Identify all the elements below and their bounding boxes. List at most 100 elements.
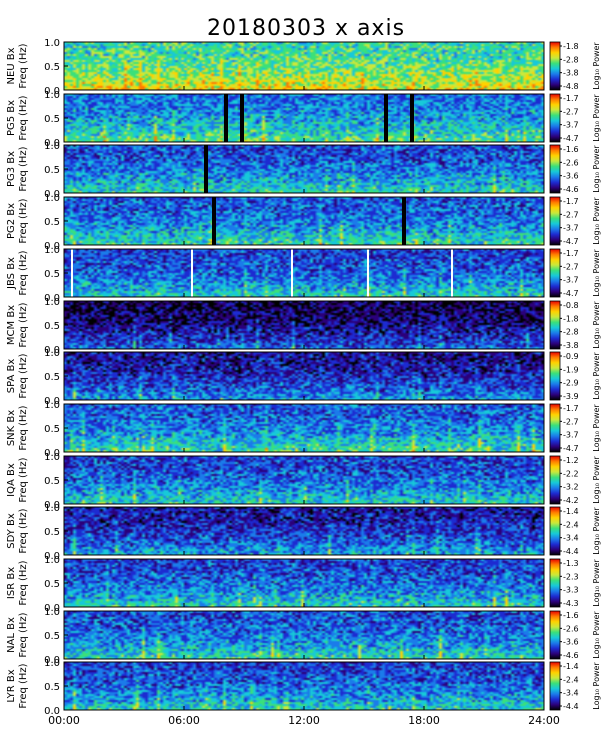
colorbar-tick-label: -3.7 [563,121,579,130]
colorbar [549,506,561,556]
y-tick-label: 0.5 [44,424,60,435]
data-gap-marker [212,197,216,245]
y-tick-label: 0.0 [44,396,60,407]
colorbar [549,403,561,453]
colorbar-tick-label: -2.7 [563,210,579,219]
colorbar [549,300,561,350]
panel-snk: 0.0 0.5 1.0 SNK Bx Freq (Hz) -1.7 -2.7 -3.7 -4.7… [6,400,601,459]
panel-ylabel-freq: Freq (Hz) [18,560,29,605]
panel-isr: 0.0 0.5 1.0 ISR Bx Freq (Hz) -1.3 -2.3 -3.3 -4.3… [6,555,601,614]
y-tick-label: 1.0 [44,555,60,566]
data-gap-marker [384,94,388,142]
panel-ylabel: JBS Bx [6,257,17,290]
colorbar-tick-label: -2.8 [563,55,579,64]
spectrogram-image [64,404,544,452]
y-tick-label: 1.0 [44,297,60,308]
x-tick-label: 00:00 [48,714,80,727]
y-tick-label: 0.5 [44,527,60,538]
colorbar-tick-label: -1.7 [563,404,579,413]
colorbar-tick-label: -1.7 [563,249,579,258]
y-tick-label: 0.0 [44,706,60,717]
colorbar-tick-label: -4.2 [563,496,579,505]
panel-ylabel: PG3 Bx [6,151,17,187]
y-tick-label: 1.0 [44,607,60,618]
colorbar-tick-label: -4.6 [563,651,579,660]
spectrogram-image [64,94,544,142]
colorbar-tick-label: -3.6 [563,638,579,647]
colorbar [549,558,561,608]
panel-ylabel-freq: Freq (Hz) [18,663,29,708]
colorbar-tick-label: -3.2 [563,483,579,492]
y-tick-label: 0.0 [44,138,60,149]
y-tick-label: 1.0 [44,400,60,411]
colorbar-tick-label: -2.4 [563,675,579,684]
spectrogram-image [64,249,544,297]
colorbar-tick-label: -2.7 [563,417,579,426]
colorbar-tick-label: -3.8 [563,341,579,350]
y-tick-label: 0.5 [44,217,60,228]
colorbar-tick-label: -1.3 [563,559,579,568]
colorbar [549,455,561,505]
y-tick-label: 0.0 [44,551,60,562]
colorbar-tick-label: -2.9 [563,379,579,388]
colorbar-tick-label: -3.7 [563,224,579,233]
panel-sdy: 0.0 0.5 1.0 SDY Bx Freq (Hz) -1.4 -2.4 -3.4 -4.4… [6,503,601,562]
colorbar-tick-label: -2.7 [563,262,579,271]
panel-ylabel: ISR Bx [6,567,17,599]
x-tick-label: 18:00 [408,714,440,727]
white-marker [71,249,73,297]
panel-mcm: 0.0 0.5 1.0 MCM Bx Freq (Hz) -0.8 -1.8 -2.8 -3.8… [6,297,601,356]
panel-ylabel-freq: Freq (Hz) [18,146,29,191]
x-tick-label: 06:00 [168,714,200,727]
y-tick-label: 0.5 [44,62,60,73]
panel-ylabel: LYR Bx [6,669,17,702]
y-tick-label: 0.0 [44,293,60,304]
data-gap-marker [240,94,244,142]
colorbar-tick-label: -0.8 [563,301,579,310]
panel-ylabel: PG2 Bx [6,203,17,239]
panel-ylabel-freq: Freq (Hz) [18,43,29,88]
panel-nal: 0.0 0.5 1.0 NAL Bx Freq (Hz) -1.6 -2.6 -3.6 -4.6… [6,607,601,666]
spectrogram-image [64,456,544,504]
spectrogram-image [64,559,544,607]
colorbar [549,196,561,246]
colorbar-label: Log₁₀ Power [592,662,601,710]
colorbar [549,144,561,194]
spectrogram-image [64,507,544,555]
colorbar-label: Log₁₀ Power [592,301,601,349]
colorbar [549,248,561,298]
panel-ylabel-freq: Freq (Hz) [18,198,29,243]
panel-jbs: 0.0 0.5 1.0 JBS Bx Freq (Hz) -1.7 -2.7 -3.7 -4.7… [6,245,601,304]
colorbar-tick-label: -4.7 [563,237,579,246]
panel-ylabel: IQA Bx [6,463,17,497]
colorbar-tick-label: -2.3 [563,572,579,581]
panel-ylabel: NAL Bx [6,617,17,653]
colorbar-tick-label: -4.6 [563,185,579,194]
colorbar [549,41,561,91]
y-tick-label: 0.0 [44,345,60,356]
y-tick-label: 0.0 [44,241,60,252]
colorbar-tick-label: -2.7 [563,107,579,116]
colorbar-label: Log₁₀ Power [592,404,601,452]
y-tick-label: 0.0 [44,448,60,459]
chart-title: 20180303 x axis [206,16,406,41]
panel-ylabel: SNK Bx [6,410,17,446]
y-tick-label: 0.0 [44,189,60,200]
y-tick-label: 1.0 [44,348,60,359]
colorbar-label: Log₁₀ Power [592,611,601,659]
y-tick-label: 0.0 [44,603,60,614]
colorbar-tick-label: -1.2 [563,456,579,465]
colorbar-tick-label: -4.4 [563,547,579,556]
y-tick-label: 0.5 [44,269,60,280]
y-tick-label: 0.5 [44,114,60,125]
colorbar-tick-label: -3.8 [563,69,579,78]
y-tick-label: 0.5 [44,631,60,642]
panel-ylabel: MCM Bx [6,305,17,345]
colorbar-tick-label: -1.8 [563,42,579,51]
panel-pg3: 0.0 0.5 1.0 PG3 Bx Freq (Hz) -1.6 -2.6 -3.6 -4.6… [6,141,601,200]
panel-pg5: 0.0 0.5 1.0 PG5 Bx Freq (Hz) -1.7 -2.7 -3.7 -4.7… [6,90,601,149]
colorbar-label: Log₁₀ Power [592,507,601,555]
colorbar-tick-label: -1.6 [563,145,579,154]
colorbar-tick-label: -3.7 [563,431,579,440]
colorbar-tick-label: -1.4 [563,507,579,516]
